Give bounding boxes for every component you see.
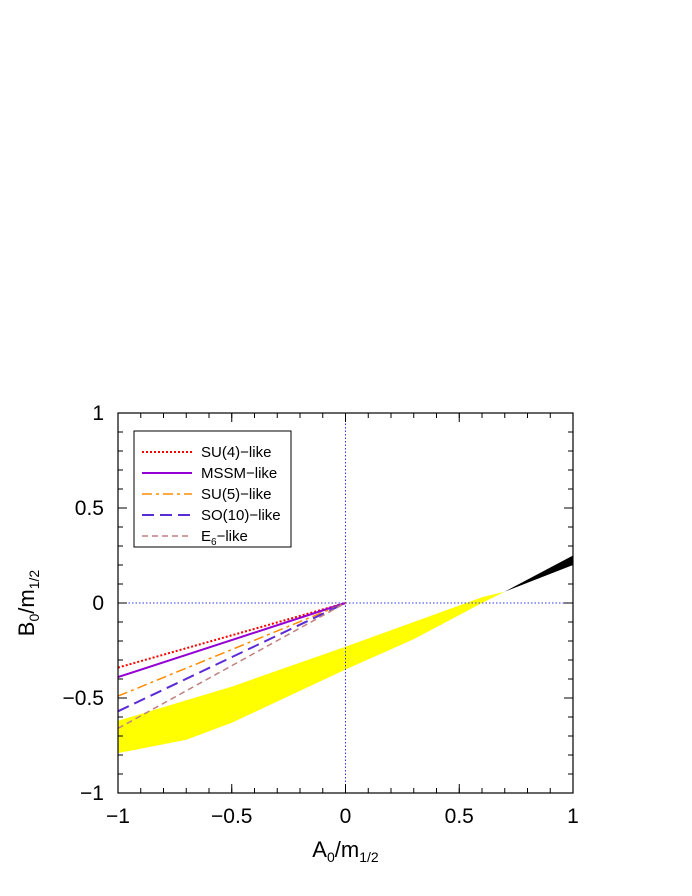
legend-label-1: MSSM−like bbox=[201, 465, 277, 482]
y-axis-title-mid: /m bbox=[14, 589, 39, 613]
band-0 bbox=[118, 591, 505, 754]
legend: SU(4)−like MSSM−like SU(5)−like SO(10)−like… bbox=[133, 430, 292, 548]
y-axis-title-group: B0/m1/2 bbox=[14, 570, 42, 637]
x-tick-label: 1 bbox=[567, 805, 579, 828]
x-axis-title: A0/m1/2 bbox=[312, 837, 379, 865]
legend-box bbox=[133, 430, 292, 548]
y-tick-label: 0.5 bbox=[75, 497, 104, 520]
y-tick-label: 1 bbox=[92, 402, 104, 425]
legend-label-0: SU(4)−like bbox=[201, 444, 271, 461]
legend-label-4: E6−like bbox=[201, 528, 248, 548]
series-line-4 bbox=[117, 602, 346, 730]
x-tick-label: −0.5 bbox=[211, 805, 252, 828]
x-tick-label: 0.5 bbox=[445, 805, 474, 828]
legend-items: SU(4)−like MSSM−like SU(5)−like SO(10)−like… bbox=[142, 444, 281, 548]
legend-label-2: SU(5)−like bbox=[201, 486, 271, 503]
y-tick-label: 0 bbox=[92, 592, 104, 615]
y-tick-label: −0.5 bbox=[63, 687, 104, 710]
x-axis-title-sub1: 0 bbox=[327, 849, 335, 865]
y-axis-title: B0/m1/2 bbox=[14, 570, 42, 637]
tick-labels: −1 −0.5 0 0.5 1 1 0.5 0 −0.5 −1 bbox=[63, 402, 579, 828]
series-line-0 bbox=[117, 602, 346, 669]
x-axis-title-main: A bbox=[312, 837, 327, 862]
y-axis-title-sub2: 1/2 bbox=[26, 570, 42, 590]
x-axis-title-sub2: 1/2 bbox=[359, 849, 379, 865]
series-line-1 bbox=[117, 602, 346, 679]
band-1 bbox=[504, 555, 573, 592]
x-axis-title-mid: /m bbox=[335, 837, 359, 862]
x-tick-label: 0 bbox=[340, 805, 352, 828]
legend-label-3: SO(10)−like bbox=[201, 507, 281, 524]
series-layer bbox=[117, 602, 346, 730]
y-axis-title-sub1: 0 bbox=[26, 614, 42, 622]
bands-layer bbox=[118, 555, 573, 754]
series-line-2 bbox=[117, 602, 346, 697]
y-axis-title-main: B bbox=[14, 622, 39, 637]
x-tick-label: −1 bbox=[106, 805, 130, 828]
y-tick-label: −1 bbox=[80, 782, 104, 805]
tick-marks bbox=[117, 412, 574, 794]
series-line-3 bbox=[117, 602, 346, 713]
